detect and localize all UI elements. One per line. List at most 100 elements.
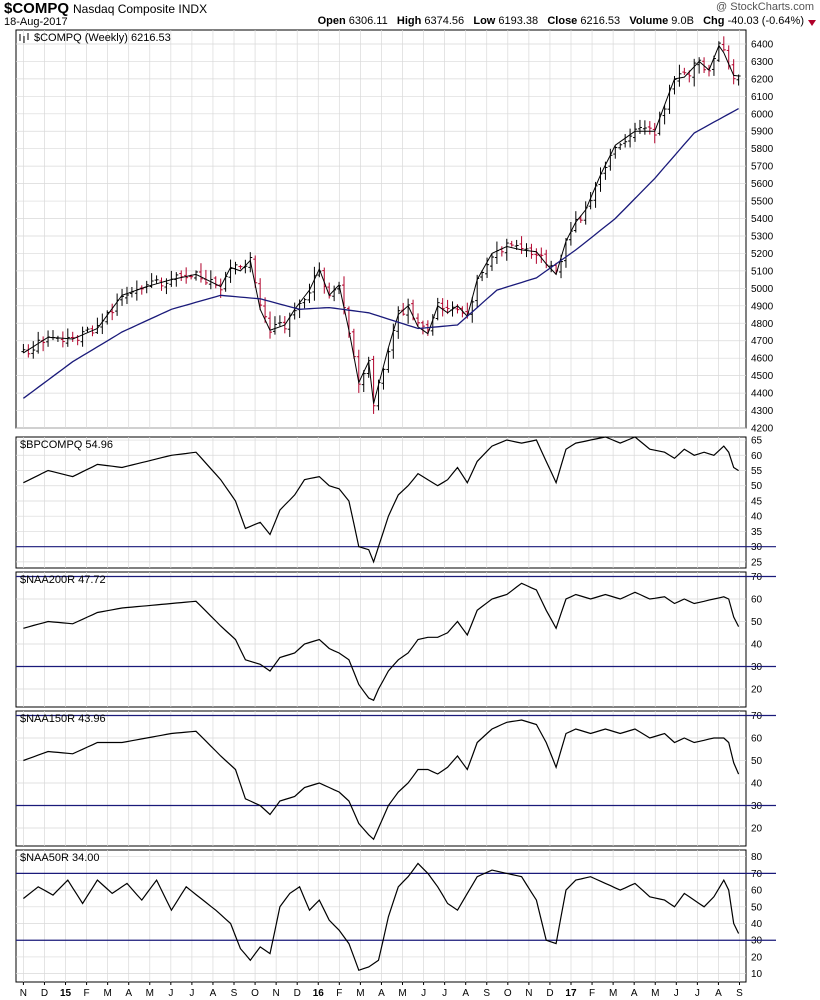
y-tick-label: 40 [751, 640, 763, 651]
chart-panel-0: 4200 4300 4400 4500 4600 4700 4800 4900 5000 5100… [15, 29, 774, 435]
y-tick-label: 30 [751, 662, 763, 673]
y-tick-label: 5600 [751, 179, 774, 190]
price-close-line [23, 44, 739, 404]
x-tick-label: J [421, 988, 426, 999]
y-tick-label: 5100 [751, 266, 774, 277]
volume-value: 9.0B [671, 15, 694, 27]
x-tick-label: M [146, 988, 154, 999]
y-tick-label: 60 [751, 595, 763, 606]
y-tick-label: 5300 [751, 231, 774, 242]
y-tick-label: 6200 [751, 74, 774, 85]
high-value: 6374.56 [424, 15, 465, 27]
y-tick-label: 70 [751, 711, 763, 722]
y-tick-label: 4900 [751, 301, 774, 312]
high-label: High [396, 15, 422, 27]
moving-average-line [23, 108, 739, 399]
open-label: Open [317, 15, 346, 27]
symbol-name: Nasdaq Composite INDX [73, 2, 208, 16]
x-tick-label: D [41, 988, 48, 999]
down-triangle-icon [808, 20, 816, 26]
y-tick-label: 30 [751, 801, 763, 812]
y-tick-label: 5900 [751, 127, 774, 138]
chart-panel-4: 10 20 30 40 50 60 70 80 $NAA50R 34.00 [15, 849, 776, 983]
y-tick-label: 20 [751, 685, 763, 696]
x-tick-label: 17 [565, 988, 577, 999]
panel-frame [15, 710, 747, 847]
indicator-line [23, 862, 740, 972]
low-value: 6193.38 [498, 15, 539, 27]
indicator-line [23, 582, 740, 702]
y-tick-label: 6000 [751, 109, 774, 120]
y-tick-label: 5400 [751, 214, 774, 225]
indicator-line [23, 436, 739, 564]
chart-panel-2: 20 30 40 50 60 70 $NAA200R 47.72 [15, 571, 776, 708]
x-tick-label: N [525, 988, 532, 999]
y-tick-label: 60 [751, 734, 763, 745]
y-tick-label: 5800 [751, 144, 774, 155]
y-tick-label: 70 [751, 869, 763, 880]
x-tick-label: O [251, 988, 259, 999]
volume-label: Volume [629, 15, 669, 27]
legend-label: $NAA200R 47.72 [20, 574, 106, 586]
x-tick-label: N [20, 988, 27, 999]
panel-frame [15, 849, 747, 983]
close-value: 6216.53 [580, 15, 621, 27]
x-tick-label: 15 [60, 988, 72, 999]
chg-value: -40.03 (-0.64%) [727, 15, 804, 27]
y-tick-label: 20 [751, 824, 763, 835]
y-tick-label: 4400 [751, 389, 774, 400]
x-tick-label: 16 [313, 988, 325, 999]
y-tick-label: 45 [751, 496, 763, 507]
y-tick-label: 40 [751, 919, 763, 930]
y-tick-label: 60 [751, 886, 763, 897]
x-tick-label: S [736, 988, 743, 999]
x-tick-label: M [356, 988, 364, 999]
y-tick-label: 5000 [751, 284, 774, 295]
x-tick-label: F [336, 988, 342, 999]
y-tick-label: 5200 [751, 249, 774, 260]
x-tick-label: D [294, 988, 301, 999]
symbol: $COMPQ [4, 0, 70, 17]
y-tick-label: 55 [751, 466, 763, 477]
x-tick-label: M [609, 988, 617, 999]
y-tick-label: 30 [751, 936, 763, 947]
x-tick-label: F [84, 988, 90, 999]
x-tick-label: M [651, 988, 659, 999]
x-tick-label: D [546, 988, 553, 999]
y-tick-label: 50 [751, 617, 763, 628]
open-value: 6306.11 [348, 15, 388, 27]
y-tick-label: 40 [751, 512, 763, 523]
y-tick-label: 4800 [751, 319, 774, 330]
y-tick-label: 80 [751, 852, 763, 863]
y-tick-label: 4700 [751, 336, 774, 347]
y-tick-label: 6100 [751, 92, 774, 103]
y-tick-label: 50 [751, 481, 763, 492]
chart-date: 18-Aug-2017 [4, 16, 68, 28]
chart-header: $COMPQ Nasdaq Composite INDX 18-Aug-2017 … [0, 0, 820, 28]
x-tick-label: S [231, 988, 238, 999]
x-tick-label: A [462, 988, 469, 999]
y-tick-label: 4500 [751, 371, 774, 382]
y-tick-label: 40 [751, 779, 763, 790]
chart-panel-1: 25 30 35 40 45 50 55 60 65 $BPCOMPQ 54.96 [15, 436, 776, 569]
legend-label: $NAA50R 34.00 [20, 852, 100, 864]
y-tick-label: 25 [751, 557, 763, 568]
y-tick-label: 4600 [751, 354, 774, 365]
x-tick-label: S [483, 988, 490, 999]
y-tick-label: 35 [751, 527, 763, 538]
close-label: Close [547, 15, 578, 27]
x-tick-label: J [442, 988, 447, 999]
y-tick-label: 5500 [751, 197, 774, 208]
panel-frame [15, 436, 747, 569]
x-tick-label: A [125, 988, 132, 999]
x-tick-label: A [631, 988, 638, 999]
x-tick-label: M [103, 988, 111, 999]
x-tick-label: A [378, 988, 385, 999]
x-tick-label: J [695, 988, 700, 999]
y-tick-label: 4300 [751, 406, 774, 417]
x-tick-label: J [674, 988, 679, 999]
x-tick-label: J [189, 988, 194, 999]
low-label: Low [473, 15, 496, 27]
legend-label: $BPCOMPQ 54.96 [20, 439, 113, 451]
